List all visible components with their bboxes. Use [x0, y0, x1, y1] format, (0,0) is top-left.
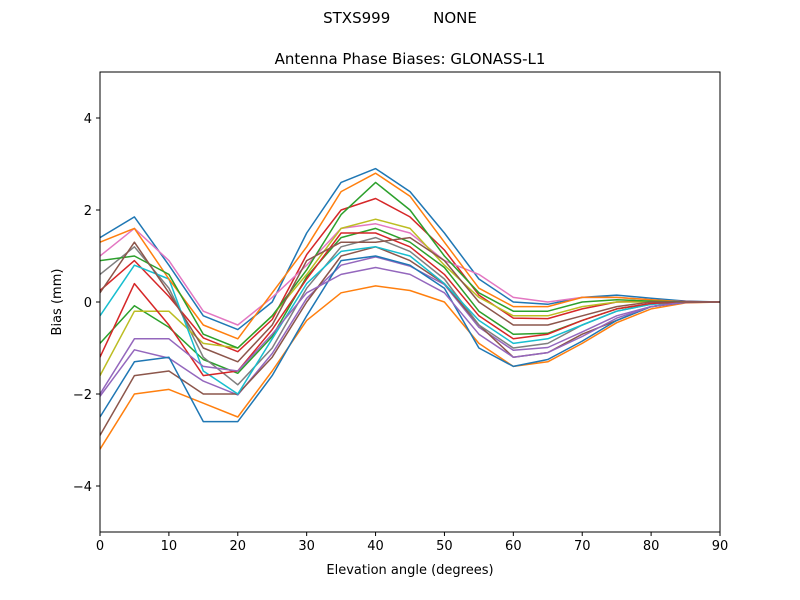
series-line-14	[100, 232, 720, 377]
x-tick-label: 90	[712, 539, 729, 554]
x-axis: 0 10 20 30 40 50 60 70 80 90	[96, 532, 728, 554]
y-tick-label: −4	[73, 480, 92, 495]
series-line-16	[100, 236, 720, 363]
y-axis: −4 −2 0 2 4	[73, 112, 100, 495]
x-tick-label: 50	[436, 539, 453, 554]
x-tick-label: 80	[643, 539, 660, 554]
series-line-1	[100, 167, 720, 331]
x-tick-label: 60	[505, 539, 522, 554]
x-tick-label: 0	[96, 539, 104, 554]
x-axis-label: Elevation angle (degrees)	[326, 563, 493, 578]
x-tick-label: 30	[298, 539, 315, 554]
y-axis-label: Bias (mm)	[50, 269, 65, 336]
y-tick-label: −2	[73, 388, 92, 403]
y-tick-label: 2	[84, 204, 92, 219]
y-tick-label: 4	[84, 112, 92, 127]
chart-title: Antenna Phase Biases: GLONASS-L1	[275, 50, 546, 68]
x-tick-label: 70	[574, 539, 591, 554]
series-line-13	[100, 181, 720, 349]
x-tick-label: 40	[367, 539, 384, 554]
x-tick-label: 10	[161, 539, 178, 554]
series-line-12	[100, 172, 720, 340]
x-tick-label: 20	[230, 539, 247, 554]
series-line-15	[100, 266, 720, 395]
series-line-2	[100, 285, 720, 450]
figure-suptitle: STXS999 NONE	[323, 9, 477, 27]
series-line-9	[100, 218, 720, 376]
series-lines	[100, 167, 720, 450]
series-line-11	[100, 255, 720, 423]
y-tick-label: 0	[84, 296, 92, 311]
series-line-10	[100, 246, 720, 395]
